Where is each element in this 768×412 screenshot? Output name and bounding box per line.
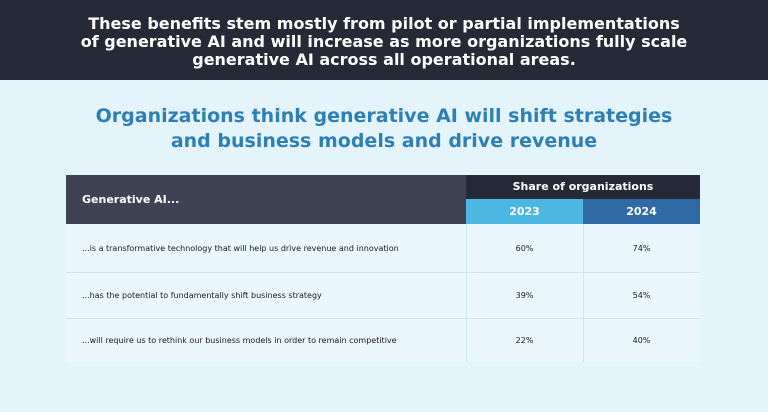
- row-label: ...has the potential to fundamentally sh…: [82, 290, 322, 300]
- row-label: ...will require us to rethink our busine…: [82, 335, 397, 345]
- row-header-label: Generative AI...: [82, 193, 180, 206]
- row-header-cell: Generative AI...: [66, 175, 466, 224]
- banner-text: These benefits stem mostly from pilot or…: [0, 15, 768, 69]
- data-table: Generative AI... Share of organizations …: [66, 175, 700, 362]
- group-header: Share of organizations: [466, 175, 700, 199]
- value-cell-2024: 74%: [632, 243, 651, 253]
- column-header-2024: 2024: [583, 199, 700, 224]
- value-cell-2023: 22%: [515, 335, 534, 345]
- table-row: ...will require us to rethink our busine…: [66, 318, 700, 362]
- column-divider: [466, 224, 467, 362]
- headline: Organizations think generative AI will s…: [0, 104, 768, 154]
- banner-line: generative AI across all operational are…: [192, 50, 576, 69]
- row-divider: [66, 318, 700, 319]
- value-cell-2023: 60%: [515, 243, 534, 253]
- column-header-2023: 2023: [466, 199, 583, 224]
- banner-line: These benefits stem mostly from pilot or…: [88, 14, 680, 33]
- column-divider: [583, 224, 584, 362]
- headline-line: Organizations think generative AI will s…: [95, 105, 673, 127]
- banner: These benefits stem mostly from pilot or…: [0, 0, 768, 80]
- table-row: ...is a transformative technology that w…: [66, 224, 700, 272]
- value-cell-2024: 54%: [632, 290, 651, 300]
- row-divider: [66, 272, 700, 273]
- row-label: ...is a transformative technology that w…: [82, 243, 399, 253]
- value-cell-2024: 40%: [632, 335, 651, 345]
- value-cell-2023: 39%: [515, 290, 534, 300]
- table-row: ...has the potential to fundamentally sh…: [66, 272, 700, 318]
- banner-line: of generative AI and will increase as mo…: [80, 32, 688, 51]
- headline-line: and business models and drive revenue: [170, 130, 598, 152]
